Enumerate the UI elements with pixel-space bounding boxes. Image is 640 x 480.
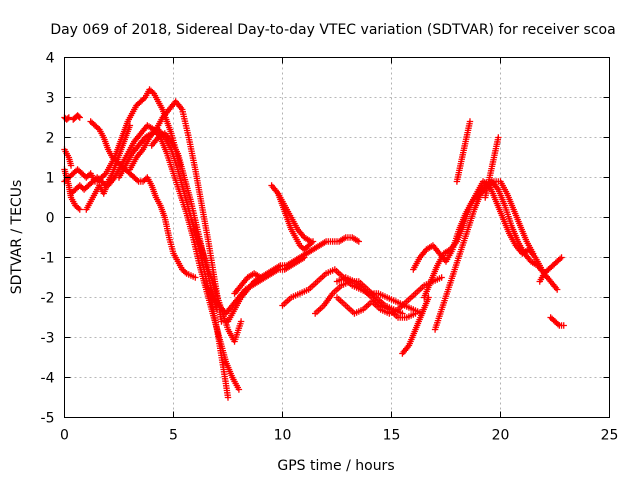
x-tick-label: 20 [492, 428, 510, 444]
series-track-29 [482, 134, 502, 201]
series-track-8 [87, 118, 199, 281]
series-track-27 [431, 178, 537, 333]
data-point [133, 176, 141, 184]
data-point [556, 255, 564, 263]
series-track-18 [268, 182, 315, 245]
data-point [149, 88, 156, 96]
y-axis-label: SDTVAR / TECUs [9, 180, 25, 295]
data-point [192, 274, 199, 281]
x-tick-label: 0 [60, 428, 69, 444]
data-point [560, 322, 567, 329]
y-tick-label: -1 [41, 251, 55, 267]
data-point [495, 134, 502, 141]
y-tick-label: 3 [46, 91, 55, 107]
plot-frame [64, 57, 610, 418]
data-point [553, 286, 561, 293]
series-track-16 [224, 234, 362, 325]
data-point [237, 318, 245, 325]
series-track-22 [333, 274, 419, 321]
data-point [67, 162, 75, 169]
series-track-4 [61, 146, 75, 169]
chart-title: Day 069 of 2018, Sidereal Day-to-day VTE… [50, 22, 615, 38]
data-point [101, 171, 108, 179]
series-track-28 [453, 118, 474, 185]
data-point [65, 114, 73, 121]
x-tick-label: 15 [383, 428, 401, 444]
series-track-14 [192, 226, 245, 345]
axis-ticks: 0 5 10 15 20 25 -5 -4 -3 -2 -1 0 1 2 3 4 [41, 51, 619, 444]
data-point [218, 318, 225, 325]
data-point [538, 266, 546, 273]
series-track-24 [399, 294, 432, 357]
data-point [94, 124, 102, 132]
x-tick-label: 25 [601, 428, 619, 444]
data-point [76, 114, 83, 121]
series-track-31 [547, 314, 567, 329]
data-layer [61, 86, 567, 401]
data-point [438, 274, 445, 281]
data-point [257, 274, 264, 281]
data-point [64, 115, 71, 122]
series-track-30 [536, 254, 565, 285]
x-tick-label: 10 [274, 428, 292, 444]
data-point [235, 386, 243, 393]
series-track-9 [94, 86, 184, 185]
data-point [412, 310, 419, 317]
data-point [530, 250, 537, 257]
data-point [308, 239, 315, 247]
series-track-17 [231, 270, 264, 297]
data-point [75, 113, 82, 120]
y-tick-label: 2 [46, 131, 55, 147]
series-track-3 [70, 112, 83, 123]
y-tick-label: 4 [46, 51, 55, 67]
series-track-2 [61, 114, 73, 123]
data-point [75, 204, 82, 212]
data-point [309, 238, 317, 245]
series-track-13 [148, 130, 221, 313]
data-point [558, 254, 565, 261]
y-tick-label: -3 [41, 331, 55, 347]
data-point [224, 394, 232, 401]
y-tick-label: -4 [41, 371, 55, 387]
x-tick-label: 5 [169, 428, 178, 444]
data-point [554, 320, 562, 328]
series-track-1 [61, 166, 83, 213]
data-point [355, 238, 362, 245]
y-tick-label: -5 [41, 411, 55, 427]
data-point [76, 206, 83, 213]
data-point [466, 118, 474, 125]
series-track-19 [274, 190, 317, 253]
data-point [140, 95, 147, 103]
x-axis-label: GPS time / hours [277, 458, 394, 474]
series-track-12 [126, 98, 225, 325]
y-tick-label: 1 [46, 171, 55, 187]
data-point [181, 268, 189, 276]
y-tick-label: -2 [41, 291, 55, 307]
y-tick-label: 0 [46, 211, 55, 227]
